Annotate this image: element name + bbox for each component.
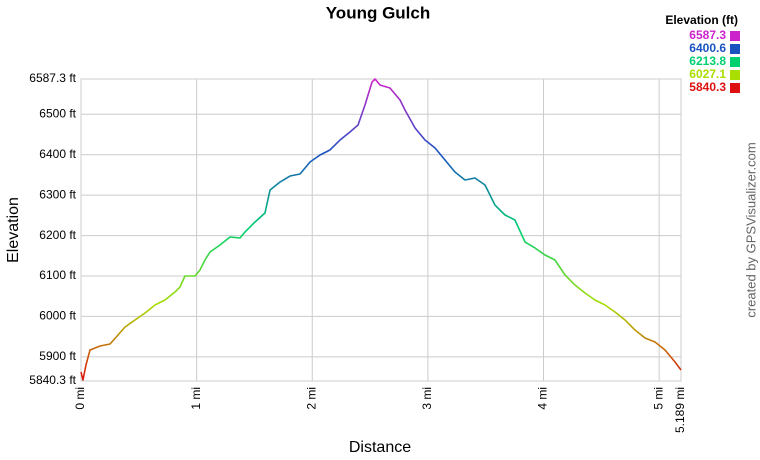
legend-swatch — [730, 31, 740, 41]
x-tick-label: 5.189 mi — [673, 387, 687, 433]
y-tick-label: 6400 ft — [39, 147, 76, 161]
legend-title: Elevation (ft) — [665, 13, 738, 27]
y-tick-label: 6587.3 ft — [29, 71, 76, 85]
x-axis-title: Distance — [349, 439, 411, 456]
chart-title: Young Gulch — [326, 3, 431, 22]
y-tick-label: 5900 ft — [39, 349, 76, 363]
x-tick-label: 2 mi — [304, 387, 318, 410]
legend-swatch — [730, 44, 740, 54]
x-tick-label: 5 mi — [651, 387, 665, 410]
y-axis-title: Elevation — [5, 197, 22, 263]
elevation-line — [80, 78, 682, 381]
plot-area — [80, 78, 682, 382]
x-tick-label: 3 mi — [420, 387, 434, 410]
y-tick-label: 6500 ft — [39, 106, 76, 120]
legend-label: 6027.1 — [689, 67, 726, 81]
legend-swatch — [730, 57, 740, 67]
legend-label: 6213.8 — [689, 54, 726, 68]
legend-label: 6400.6 — [689, 41, 726, 55]
y-tick-label: 6100 ft — [39, 268, 76, 282]
y-tick-label: 5840.3 ft — [29, 373, 76, 387]
x-tick-label: 0 mi — [73, 387, 87, 410]
credit: created by GPSVisualizer.com — [743, 142, 758, 317]
x-tick-label: 1 mi — [189, 387, 203, 410]
legend-swatch — [730, 70, 740, 80]
legend-label: 6587.3 — [689, 28, 726, 42]
y-tick-label: 6000 ft — [39, 309, 76, 323]
legend-label: 5840.3 — [689, 80, 726, 94]
y-tick-label: 6300 ft — [39, 187, 76, 201]
y-tick-label: 6200 ft — [39, 228, 76, 242]
legend-swatch — [730, 83, 740, 93]
x-tick-label: 4 mi — [536, 387, 550, 410]
